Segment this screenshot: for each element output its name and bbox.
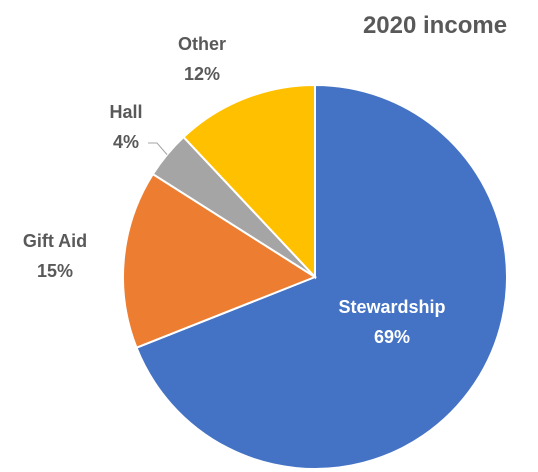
chart-title: 2020 income <box>363 12 507 39</box>
pie-value-other: 12% <box>184 64 220 84</box>
pie-label-stewardship: Stewardship <box>338 297 445 317</box>
pie-value-hall: 4% <box>113 132 139 152</box>
pie-slices <box>122 83 508 470</box>
pie-slice-other <box>182 83 316 280</box>
pie-slice-stewardship <box>135 83 508 470</box>
pie-label-hall: Hall <box>109 102 142 122</box>
pie-labels: Stewardship 69% Gift Aid 15% Hall 4% Other 12% <box>23 34 446 347</box>
pie-label-gift-aid: Gift Aid <box>23 231 87 251</box>
leader-line-hall <box>148 142 168 155</box>
pie-label-other: Other <box>178 34 226 54</box>
pie-value-stewardship: 69% <box>374 327 410 347</box>
pie-slice-gift-aid <box>122 172 318 349</box>
pie-value-gift-aid: 15% <box>37 261 73 281</box>
